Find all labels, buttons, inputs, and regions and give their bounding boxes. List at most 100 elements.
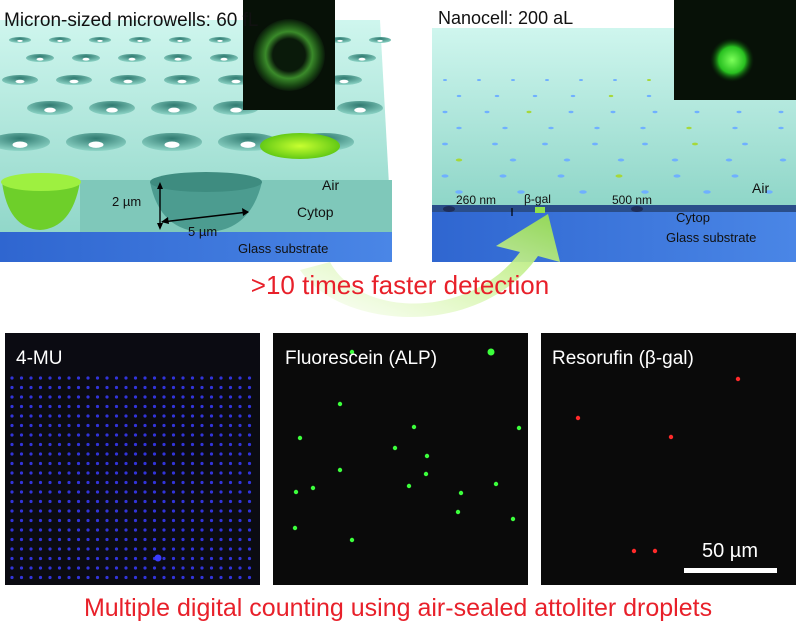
blue-droplet	[19, 518, 24, 523]
blue-droplet	[38, 490, 43, 494]
blue-droplet	[219, 471, 223, 475]
blue-droplet	[124, 414, 128, 418]
blue-droplet	[19, 490, 24, 494]
blue-droplet	[171, 423, 176, 428]
blue-droplet	[105, 471, 109, 475]
blue-droplet	[114, 537, 119, 542]
blue-droplet	[105, 518, 109, 523]
blue-droplet	[76, 480, 81, 485]
blue-droplet	[19, 376, 24, 380]
blue-droplet	[76, 471, 81, 475]
blue-droplet	[133, 414, 138, 418]
blue-droplet	[190, 442, 195, 447]
blue-droplet	[10, 518, 14, 523]
microwell-highlight	[174, 57, 182, 61]
blue-droplet	[190, 414, 195, 418]
blue-droplet	[143, 480, 147, 485]
blue-droplet	[124, 433, 128, 437]
blue-droplet	[171, 461, 176, 466]
nanocell	[731, 174, 739, 178]
faster-caption: >10 times faster detection	[251, 270, 549, 300]
blue-droplet	[124, 509, 128, 513]
blue-droplet	[29, 518, 33, 523]
blue-droplet	[57, 480, 62, 485]
panel-fluorescein	[273, 333, 528, 585]
blue-droplet	[67, 414, 71, 418]
blue-droplet	[76, 404, 81, 409]
blue-droplet	[143, 528, 147, 532]
blue-droplet	[57, 461, 62, 466]
blue-droplet	[219, 575, 223, 580]
blue-droplet	[238, 414, 242, 418]
blue-droplet	[152, 404, 157, 409]
nanocell	[441, 174, 449, 178]
blue-droplet	[133, 490, 138, 494]
blue-droplet	[124, 556, 128, 561]
blue-droplet	[86, 556, 90, 561]
blue-droplet	[143, 537, 147, 542]
blue-droplet	[86, 566, 90, 570]
blue-droplet	[86, 414, 90, 418]
blue-droplet	[29, 490, 33, 494]
blue-droplet	[48, 480, 52, 485]
blue-droplet	[19, 461, 24, 466]
blue-droplet	[133, 395, 138, 399]
blue-droplet	[57, 509, 62, 513]
blue-droplet	[181, 556, 185, 561]
blue-droplet	[76, 518, 81, 523]
blue-droplet	[209, 518, 214, 523]
blue-droplet	[29, 442, 33, 447]
blue-droplet	[124, 442, 128, 447]
nanocell	[494, 94, 500, 98]
blue-droplet	[171, 480, 176, 485]
blue-droplet	[133, 566, 138, 570]
blue-droplet	[152, 509, 157, 513]
blue-droplet	[57, 490, 62, 494]
red-droplet	[575, 415, 581, 421]
blue-droplet	[10, 452, 14, 456]
green-droplet	[423, 471, 429, 477]
blue-droplet	[238, 461, 242, 466]
blue-droplet	[29, 499, 33, 504]
blue-droplet	[181, 575, 185, 580]
green-droplet	[411, 424, 417, 430]
blue-droplet	[29, 575, 33, 580]
blue-droplet	[152, 518, 157, 523]
blue-droplet	[143, 442, 147, 447]
blue-droplet	[162, 480, 166, 485]
green-droplet	[292, 525, 298, 531]
nanocell	[703, 190, 711, 194]
microwell-highlight	[164, 141, 180, 148]
microwell-highlight	[217, 39, 223, 42]
blue-droplet	[181, 414, 185, 418]
blue-droplet	[38, 509, 43, 513]
blue-droplet	[19, 404, 24, 409]
blue-droplet	[114, 395, 119, 399]
blue-droplet	[114, 404, 119, 409]
microwell-depth-label: 2 µm	[112, 194, 141, 209]
blue-droplet	[57, 395, 62, 399]
blue-droplet	[209, 509, 214, 513]
blue-droplet	[181, 442, 185, 447]
blue-droplet	[162, 528, 166, 532]
blue-droplet	[86, 442, 90, 447]
blue-droplet	[57, 376, 62, 380]
blue-droplet	[124, 537, 128, 542]
blue-droplet	[171, 566, 176, 570]
blue-droplet	[152, 442, 157, 447]
blue-droplet	[152, 547, 157, 551]
blue-droplet	[143, 509, 147, 513]
microwell-highlight	[82, 57, 90, 61]
blue-droplet	[171, 442, 176, 447]
blue-droplet	[162, 461, 166, 466]
blue-droplet	[29, 471, 33, 475]
blue-droplet	[190, 376, 195, 380]
blue-droplet	[29, 556, 33, 561]
nanocell	[615, 174, 623, 178]
blue-droplet	[86, 404, 90, 409]
blue-droplet	[105, 499, 109, 504]
blue-droplet	[143, 461, 147, 466]
blue-droplet	[10, 423, 14, 428]
nanocell-air-label: Air	[752, 180, 769, 196]
blue-droplet	[76, 385, 81, 390]
